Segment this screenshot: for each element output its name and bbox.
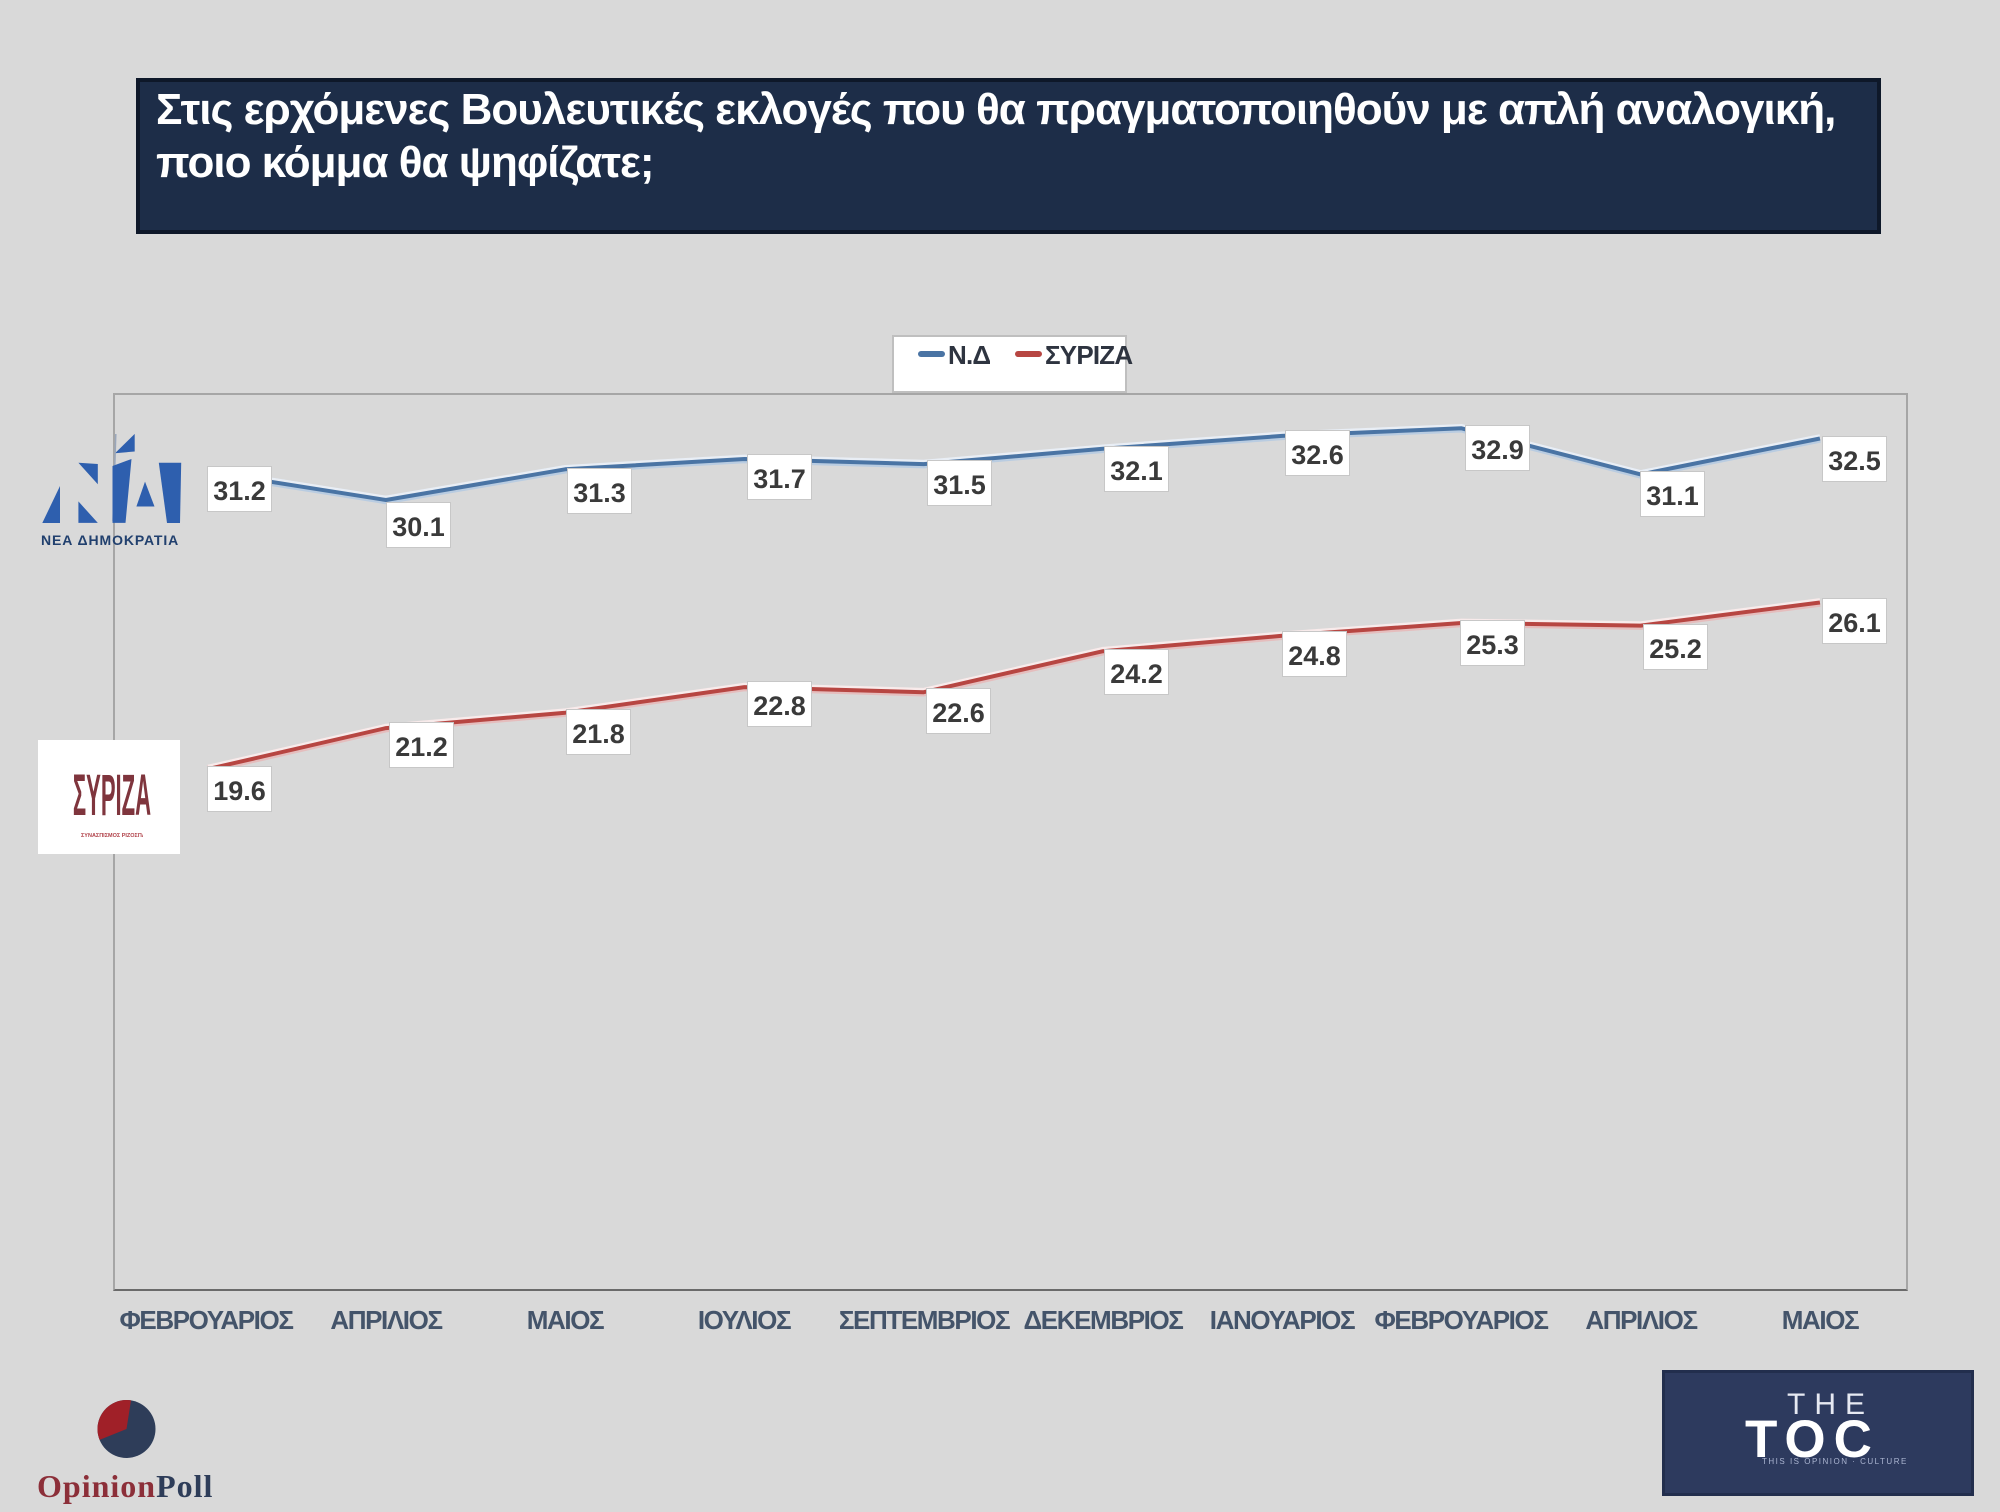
svg-text:ΝΕΑ ΔΗΜΟΚΡΑΤΙΑ: ΝΕΑ ΔΗΜΟΚΡΑΤΙΑ <box>41 532 179 548</box>
